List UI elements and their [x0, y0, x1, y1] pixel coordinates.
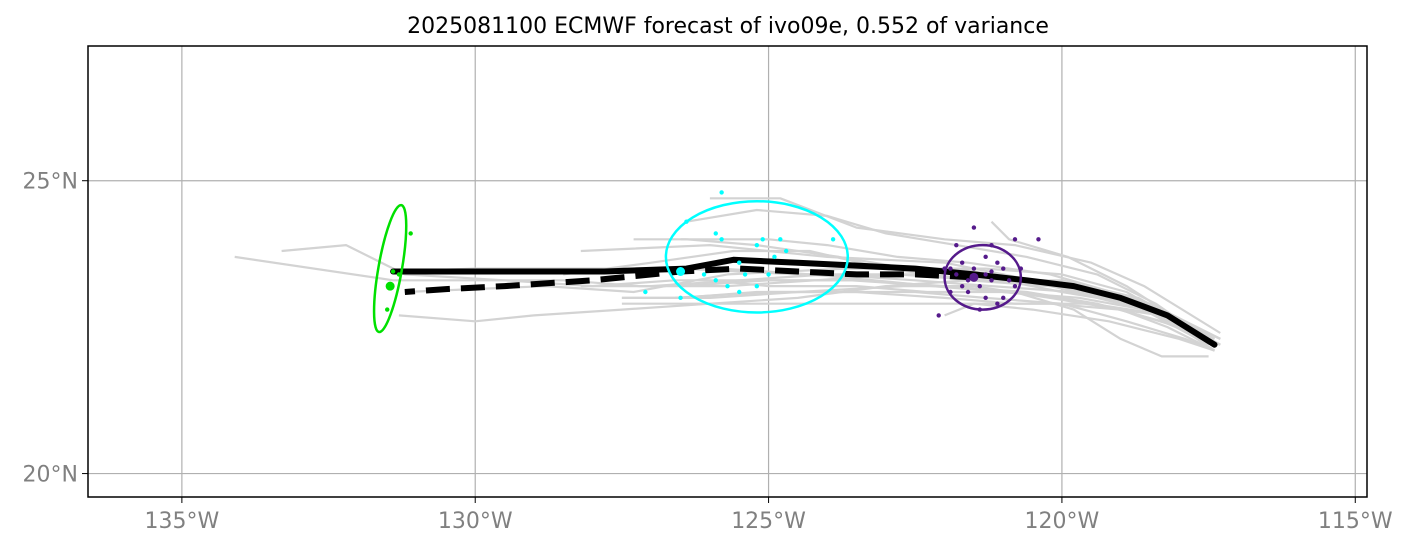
mean-track-layer — [404, 265, 975, 295]
ensemble-member-point — [954, 272, 959, 277]
ensemble-track-line — [709, 197, 1221, 334]
ensemble-member-point — [713, 278, 718, 283]
ensemble-member-point — [1012, 283, 1018, 289]
ensemble-member-point — [754, 242, 760, 248]
ensemble-member-point — [942, 266, 947, 271]
y-axis-ticks: 25°N 20°N — [23, 170, 88, 488]
ensemble-member-point — [737, 260, 742, 265]
ensemble-member-point — [390, 269, 396, 274]
ensemble-member-point — [754, 283, 760, 289]
ensemble-member-point — [965, 278, 971, 283]
ensemble-member-point — [995, 301, 1000, 306]
ensemble-member-point — [989, 242, 994, 248]
ensemble-mean-point — [385, 281, 395, 291]
y-tick-label: 25°N — [23, 170, 78, 195]
ensemble-member-point — [989, 269, 994, 274]
ensemble-member-point — [1036, 237, 1041, 242]
mean-track-line — [404, 265, 975, 295]
ensemble-member-point — [965, 289, 971, 295]
y-tick-label: 20°N — [23, 463, 78, 488]
ensemble-member-point — [713, 231, 718, 236]
ensemble-member-point — [1018, 266, 1024, 271]
ensemble-member-point — [719, 237, 724, 242]
ensemble-member-point — [830, 237, 836, 242]
ensemble-member-point — [1006, 278, 1012, 283]
ensemble-member-point — [1012, 237, 1018, 242]
ensemble-member-point — [1001, 295, 1006, 301]
ensemble-member-point — [977, 283, 982, 289]
ensemble-track-line — [651, 267, 1215, 352]
ensemble-member-point — [959, 260, 965, 265]
ensemble-member-point — [989, 278, 994, 283]
ensemble-member-point — [971, 266, 977, 271]
ensemble-member-point — [760, 237, 765, 242]
uncertainty-ellipse — [372, 203, 408, 334]
ensemble-member-point — [948, 266, 953, 271]
x-tick-label: 135°W — [144, 509, 219, 534]
ensemble-member-point — [971, 225, 977, 230]
x-axis-ticks: 135°W 130°W 125°W 120°W 115°W — [144, 497, 1393, 534]
uncertainty-ellipse — [943, 243, 1023, 311]
grid — [88, 46, 1367, 497]
ensemble-member-point — [778, 237, 783, 242]
ensemble-mean-point — [676, 267, 686, 276]
ensemble-member-point — [772, 254, 777, 260]
plot-frame — [87, 45, 1368, 498]
ensemble-track-line — [709, 279, 1215, 340]
ensemble-tracks — [234, 197, 1221, 358]
uncertainty-ellipse — [664, 199, 850, 314]
ensemble-member-point — [725, 283, 730, 289]
ensemble-member-point — [766, 272, 771, 277]
ensemble-member-point — [983, 254, 988, 260]
ensemble-member-point — [954, 242, 959, 248]
ensemble-track-line — [680, 238, 1221, 340]
ensemble-member-point — [684, 219, 689, 224]
ensemble-track-line — [944, 302, 1215, 352]
ensemble-track-line — [398, 279, 1221, 346]
ensemble-member-point — [742, 272, 748, 277]
ensemble-member-point — [678, 295, 683, 301]
ensemble-member-point — [948, 289, 953, 295]
ensemble-track-line — [580, 273, 1221, 346]
ensemble-member-point — [983, 272, 988, 277]
x-tick-label: 120°W — [1025, 509, 1100, 534]
day-markers — [372, 190, 1041, 334]
x-tick-label: 115°W — [1318, 509, 1393, 534]
ensemble-member-point — [385, 307, 390, 312]
x-tick-label: 130°W — [438, 509, 513, 534]
ensemble-member-point — [701, 272, 707, 277]
ensemble-member-point — [719, 190, 724, 195]
ensemble-member-point — [408, 231, 413, 236]
ensemble-member-point — [783, 248, 789, 254]
ensemble-mean-point — [969, 272, 979, 282]
chart-title: 2025081100 ECMWF forecast of ivo09e, 0.5… — [407, 14, 1049, 39]
ensemble-member-point — [995, 260, 1000, 265]
x-tick-label: 125°W — [731, 509, 806, 534]
ensemble-member-point — [737, 289, 742, 295]
ensemble-member-point — [1001, 266, 1006, 271]
forecast-track-layer — [390, 256, 1218, 348]
ensemble-member-point — [643, 289, 648, 295]
forecast-track-line — [390, 256, 1218, 348]
ensemble-member-point — [396, 272, 402, 277]
ensemble-member-point — [936, 313, 941, 318]
ensemble-member-point — [959, 283, 965, 289]
ensemble-member-point — [977, 307, 982, 312]
ensemble-member-point — [983, 295, 988, 301]
